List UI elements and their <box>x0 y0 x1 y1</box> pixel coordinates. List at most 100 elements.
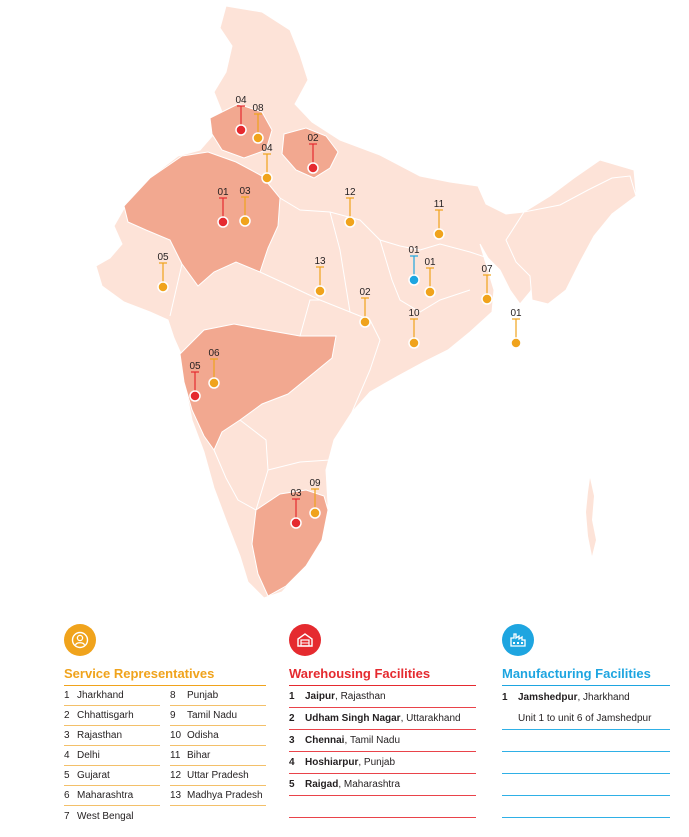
service-marker[interactable]: 13 <box>314 256 326 297</box>
service-marker[interactable]: 10 <box>408 308 420 349</box>
marker-label: 08 <box>252 103 264 114</box>
warehouse-legend-title: Warehousing Facilities <box>289 666 476 686</box>
india-landmass <box>95 5 637 599</box>
list-item: 1 Jharkhand <box>64 686 160 706</box>
list-item: 1 Jamshedpur, Jharkhand <box>502 691 630 703</box>
list-item: 2 Chhattisgarh <box>64 706 160 726</box>
empty-row <box>502 796 670 818</box>
state-borders <box>169 197 489 511</box>
marker-label: 12 <box>344 187 356 198</box>
warehouse-marker[interactable]: 03 <box>290 488 302 529</box>
andaman-islands <box>586 478 596 556</box>
marker-dot <box>239 215 251 227</box>
service-marker[interactable]: 04 <box>261 143 273 184</box>
service-marker[interactable]: 11 <box>433 199 445 240</box>
service-marker[interactable]: 06 <box>208 348 220 389</box>
empty-row <box>502 730 670 752</box>
marker-dot <box>208 377 220 389</box>
factory-icon <box>502 624 534 656</box>
state-rajasthan <box>123 151 281 287</box>
marker-label: 07 <box>481 264 493 275</box>
marker-dot <box>217 216 229 228</box>
marker-dot <box>261 172 273 184</box>
marker-dot <box>309 507 321 519</box>
list-item-note: Unit 1 to unit 6 of Jamshedpur <box>502 708 670 730</box>
service-marker[interactable]: 12 <box>344 187 356 228</box>
warehouse-marker[interactable]: 05 <box>189 361 201 402</box>
list-item: 5 Raigad, Maharashtra <box>289 774 476 796</box>
state-tamil-nadu <box>251 489 329 597</box>
service-representatives-legend: Service Representatives 1 Jharkhand 2 Chha… <box>64 624 266 826</box>
marker-dot <box>314 285 326 297</box>
service-list-col2: 8 Punjab 9 Tamil Nadu 10 Odisha 11 Bihar 12 U… <box>170 686 266 826</box>
service-marker[interactable]: 02 <box>359 287 371 328</box>
service-marker[interactable]: 01 <box>424 257 436 298</box>
marker-label: 06 <box>208 348 220 359</box>
marker-dot <box>252 132 264 144</box>
empty-row <box>502 752 670 774</box>
empty-row <box>502 774 670 796</box>
marker-label: 04 <box>261 143 273 154</box>
warehouse-icon <box>289 624 321 656</box>
marker-dot <box>157 281 169 293</box>
marker-label: 11 <box>434 199 445 210</box>
list-item: 7 West Bengal <box>64 810 134 822</box>
marker-label: 03 <box>290 488 302 499</box>
manufacturing-marker[interactable]: 01 <box>408 245 420 286</box>
warehousing-facilities-legend: Warehousing Facilities 1 Jaipur, Rajastha… <box>289 624 476 818</box>
marker-label: 04 <box>235 95 247 106</box>
service-representative-icon <box>64 624 96 656</box>
marker-dot <box>408 274 420 286</box>
service-marker[interactable]: 07 <box>481 264 493 305</box>
marker-label: 02 <box>359 287 371 298</box>
marker-label: 01 <box>217 187 229 198</box>
service-marker[interactable]: 01 <box>510 308 522 349</box>
service-marker[interactable]: 08 <box>252 103 264 144</box>
marker-label: 05 <box>189 361 201 372</box>
north-east-region <box>505 175 637 305</box>
list-item: 4 Delhi <box>64 746 160 766</box>
state-uttarakhand <box>281 127 339 179</box>
marker-label: 10 <box>408 308 420 319</box>
marker-dot <box>433 228 445 240</box>
list-item: 9 Tamil Nadu <box>170 706 266 726</box>
list-item: 2 Udham Singh Nagar, Uttarakhand <box>289 708 476 730</box>
marker-label: 01 <box>510 308 522 319</box>
marker-label: 05 <box>157 252 169 263</box>
manufacturing-facilities-legend: Manufacturing Facilities 1 Jamshedpur, Jh… <box>502 624 670 818</box>
service-list-col1: 1 Jharkhand 2 Chhattisgarh 3 Rajasthan 4 Del… <box>64 686 160 826</box>
marker-dot <box>235 124 247 136</box>
marker-dot <box>344 216 356 228</box>
marker-dot <box>481 293 493 305</box>
warehouse-marker[interactable]: 04 <box>235 95 247 136</box>
service-marker[interactable]: 09 <box>309 478 321 519</box>
list-item: 6 Maharashtra <box>64 786 160 806</box>
marker-dot <box>189 390 201 402</box>
marker-dot <box>408 337 420 349</box>
list-item: 10 Odisha <box>170 726 266 746</box>
list-item: 3 Chennai, Tamil Nadu <box>289 730 476 752</box>
marker-dot <box>307 162 319 174</box>
list-item: 12 Uttar Pradesh <box>170 766 266 786</box>
marker-label: 13 <box>314 256 326 267</box>
empty-row <box>289 796 476 818</box>
marker-dot <box>359 316 371 328</box>
manufacturing-legend-title: Manufacturing Facilities <box>502 666 670 686</box>
marker-dot <box>424 286 436 298</box>
marker-label: 01 <box>408 245 420 256</box>
marker-label: 02 <box>307 133 319 144</box>
service-marker[interactable]: 03 <box>239 186 251 227</box>
marker-label: 03 <box>239 186 251 197</box>
service-legend-title: Service Representatives <box>64 666 266 686</box>
warehouse-marker[interactable]: 02 <box>307 133 319 174</box>
list-item: 8 Punjab <box>170 686 266 706</box>
marker-dot <box>510 337 522 349</box>
state-maharashtra <box>179 323 337 452</box>
marker-label: 09 <box>309 478 321 489</box>
warehouse-marker[interactable]: 01 <box>217 187 229 228</box>
list-item: 1 Jaipur, Rajasthan <box>289 686 476 708</box>
marker-dot <box>290 517 302 529</box>
service-marker[interactable]: 05 <box>157 252 169 293</box>
list-item: 13 Madhya Pradesh <box>170 786 266 806</box>
list-item: 4 Hoshiarpur, Punjab <box>289 752 476 774</box>
